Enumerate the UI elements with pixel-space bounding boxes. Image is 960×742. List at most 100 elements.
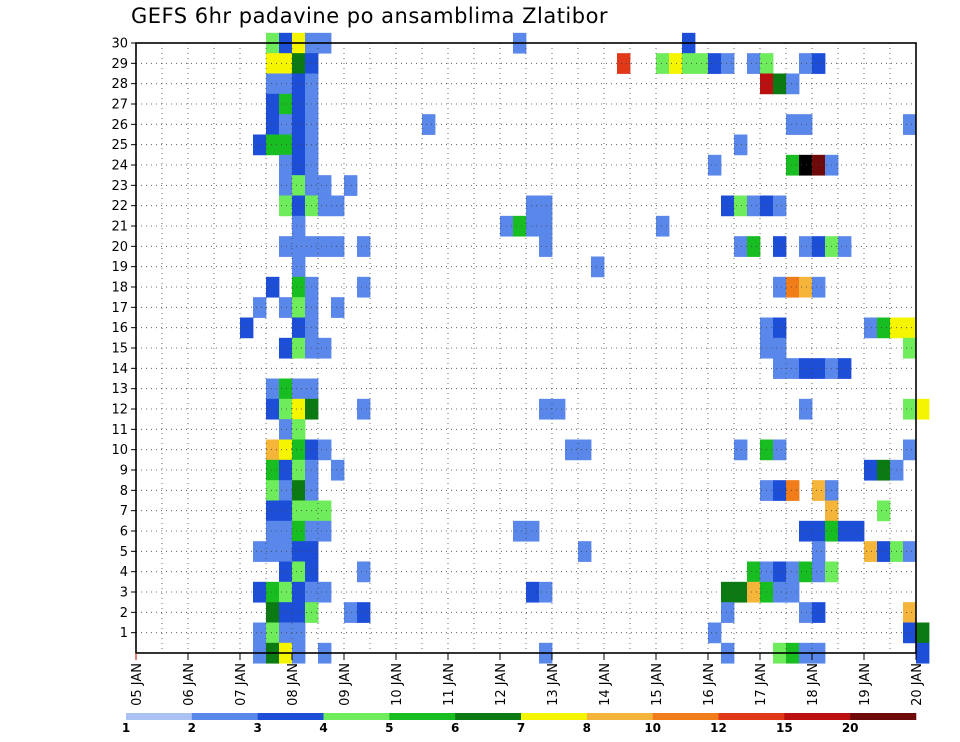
heatmap-cell: [292, 622, 306, 644]
heatmap-cell: [747, 581, 761, 603]
heatmap-cell: [591, 256, 605, 278]
y-tick-label: 2: [120, 606, 128, 621]
heatmap-cell: [292, 541, 306, 562]
y-tick-label: 28: [111, 77, 128, 92]
heatmap-cell: [266, 520, 280, 542]
heatmap-cell: [903, 114, 917, 135]
heatmap-cell: [773, 73, 787, 95]
heatmap-cell: [357, 561, 371, 583]
heatmap-cell: [812, 53, 826, 74]
heatmap-cell: [708, 622, 722, 644]
heatmap-cell: [916, 642, 930, 664]
heatmap-cell: [877, 459, 891, 481]
colorbar-label: 3: [253, 721, 261, 735]
heatmap-cell: [773, 236, 787, 257]
y-tick-label: 15: [111, 342, 128, 357]
heatmap-cell: [747, 195, 761, 217]
heatmap-cell: [279, 378, 293, 400]
heatmap-cell: [799, 520, 813, 542]
heatmap-cell: [721, 602, 735, 623]
heatmap-cell: [266, 602, 280, 623]
heatmap-cell: [292, 378, 306, 400]
x-tick-label: 07 JAN: [234, 663, 249, 706]
heatmap-cell: [799, 398, 813, 420]
heatmap-cell: [279, 297, 293, 318]
heatmap-cell: [526, 581, 540, 603]
heatmap-cell: [812, 154, 826, 176]
heatmap-cell: [279, 602, 293, 623]
heatmap-cell: [279, 520, 293, 542]
x-tick-label: 06 JAN: [182, 663, 197, 706]
heatmap-cell: [253, 581, 267, 603]
heatmap-cell: [292, 459, 306, 481]
x-axis-ticks: 05 JAN 06 JAN 07 JAN 08 JAN 09 JAN 10 JAN 11 J…: [130, 653, 925, 706]
heatmap-cell: [799, 236, 813, 257]
y-tick-label: 17: [111, 301, 128, 316]
colorbar-label: 10: [644, 721, 661, 735]
heatmap-cell: [916, 398, 930, 420]
colorbar-swatch: [586, 713, 653, 720]
x-tick-label: 17 JAN: [754, 663, 769, 706]
heatmap-cell: [864, 459, 878, 481]
heatmap-cell: [318, 175, 332, 196]
heatmap-cell: [357, 602, 371, 623]
heatmap-cell: [266, 134, 280, 156]
heatmap-cell: [292, 73, 306, 95]
heatmap-cell: [773, 337, 787, 359]
heatmap-cell: [318, 500, 332, 522]
y-tick-label: 22: [111, 199, 128, 214]
heatmap-cell: [266, 398, 280, 420]
colorbar-swatch: [784, 713, 851, 720]
heatmap-cell: [266, 581, 280, 603]
y-tick-label: 24: [111, 159, 128, 174]
heatmap-cell: [682, 53, 696, 74]
heatmap-cell: [578, 541, 592, 562]
heatmap-cell: [292, 520, 306, 542]
y-tick-label: 29: [111, 57, 128, 72]
heatmap-cell: [838, 520, 852, 542]
heatmap-cell: [812, 561, 826, 583]
heatmap-cell: [903, 622, 917, 644]
heatmap-cell: [903, 541, 917, 562]
heatmap-cell: [292, 195, 306, 217]
heatmap-cell: [253, 134, 267, 156]
x-tick-label: 05 JAN: [130, 663, 145, 706]
heatmap-cell: [357, 236, 371, 257]
heatmap-cell: [812, 520, 826, 542]
heatmap-cell: [747, 53, 761, 74]
heatmap-cell: [253, 297, 267, 318]
heatmap-cell: [292, 561, 306, 583]
colorbar-label: 4: [319, 721, 327, 735]
heatmap-cell: [812, 276, 826, 298]
y-tick-label: 20: [111, 240, 128, 255]
colorbar-label: 8: [583, 721, 591, 735]
x-tick-label: 11 JAN: [442, 663, 457, 706]
heatmap-cell: [331, 297, 345, 318]
heatmap-cell: [292, 500, 306, 522]
heatmap-cell: [292, 439, 306, 461]
heatmap-cell: [292, 602, 306, 623]
heatmap-cell: [539, 398, 553, 420]
heatmap-cell: [279, 134, 293, 156]
colorbar-swatch: [126, 713, 193, 720]
x-tick-label: 10 JAN: [390, 663, 405, 706]
heatmap-cell: [279, 561, 293, 583]
x-tick-label: 13 JAN: [546, 663, 561, 706]
heatmap-cell: [279, 236, 293, 257]
heatmap-cell: [266, 53, 280, 74]
grid-lines: [136, 42, 916, 653]
heatmap-cell: [734, 134, 748, 156]
heatmap-cell: [279, 114, 293, 135]
y-tick-label: 14: [111, 362, 128, 377]
heatmap-cell: [786, 276, 800, 298]
heatmap-cell: [721, 581, 735, 603]
heatmap-cell: [292, 236, 306, 257]
heatmap-cell: [539, 581, 553, 603]
colorbar-swatch: [191, 713, 258, 720]
heatmap-cell: [279, 175, 293, 196]
colorbar-swatch: [389, 713, 456, 720]
heatmap-cell: [292, 297, 306, 318]
heatmap-cell: [786, 73, 800, 95]
heatmap-cell: [786, 358, 800, 379]
